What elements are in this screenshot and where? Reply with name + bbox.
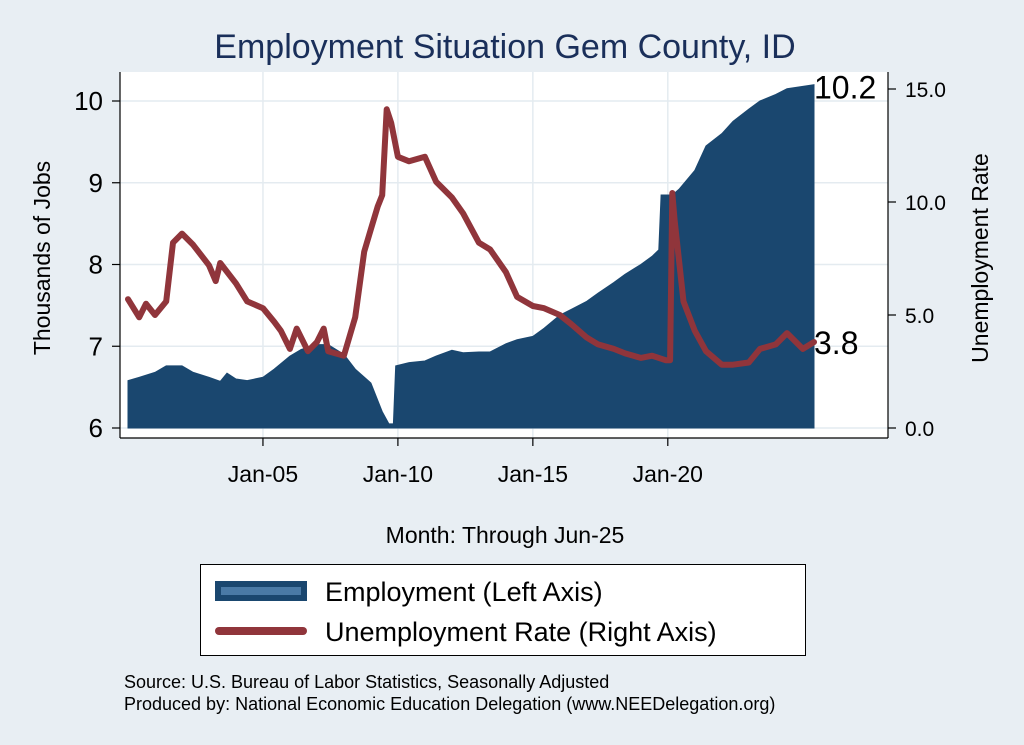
x-tick-label: Jan-05	[228, 461, 298, 487]
legend: Employment (Left Axis) Unemployment Rate…	[200, 564, 806, 656]
y-left-tick-label: 7	[89, 331, 103, 361]
axes: 6 7 8 9 10 0.0 5.0 10.0 15.0 Jan-05 Jan-10 Jan-15 Ja…	[74, 72, 946, 487]
y-left-tick-label: 8	[89, 250, 103, 280]
y-left-tick-label: 9	[89, 168, 103, 198]
legend-unemployment-label: Unemployment Rate (Right Axis)	[325, 617, 717, 647]
y-right-tick-label: 0.0	[905, 418, 934, 441]
x-tick-label: Jan-20	[633, 461, 703, 487]
y-right-axis-label: Unemployment Rate	[967, 153, 993, 363]
legend-unemployment-swatch	[215, 627, 307, 635]
y-right-tick-label: 15.0	[905, 79, 946, 102]
y-left-axis-label: Thousands of Jobs	[29, 161, 55, 355]
y-right-tick-label: 5.0	[905, 305, 934, 328]
x-tick-label: Jan-10	[363, 461, 433, 487]
unemployment-line	[125, 106, 817, 368]
legend-employment-label: Employment (Left Axis)	[325, 577, 603, 607]
unemployment-last-value-label: 3.8	[814, 325, 858, 361]
employment-area	[127, 84, 815, 429]
footer: Source: U.S. Bureau of Labor Statistics,…	[124, 671, 775, 715]
produced-by-note: Produced by: National Economic Education…	[124, 694, 776, 714]
value-labels: 10.2 3.8	[814, 70, 876, 361]
source-note: Source: U.S. Bureau of Labor Statistics,…	[124, 672, 610, 692]
y-left-tick-label: 6	[89, 413, 103, 443]
chart: Employment Situation Gem County, ID 6 7 8 9…	[29, 28, 993, 548]
legend-employment-swatch	[215, 581, 307, 601]
x-tick-label: Jan-15	[498, 461, 568, 487]
employment-last-value-label: 10.2	[814, 70, 876, 106]
y-left-tick-label: 10	[74, 86, 103, 116]
x-axis-label: Month: Through Jun-25	[386, 522, 625, 548]
chart-title: Employment Situation Gem County, ID	[214, 28, 795, 66]
y-right-tick-label: 10.0	[905, 192, 946, 215]
unemployment-rate-line	[125, 106, 817, 368]
employment-area-shape	[127, 84, 815, 429]
